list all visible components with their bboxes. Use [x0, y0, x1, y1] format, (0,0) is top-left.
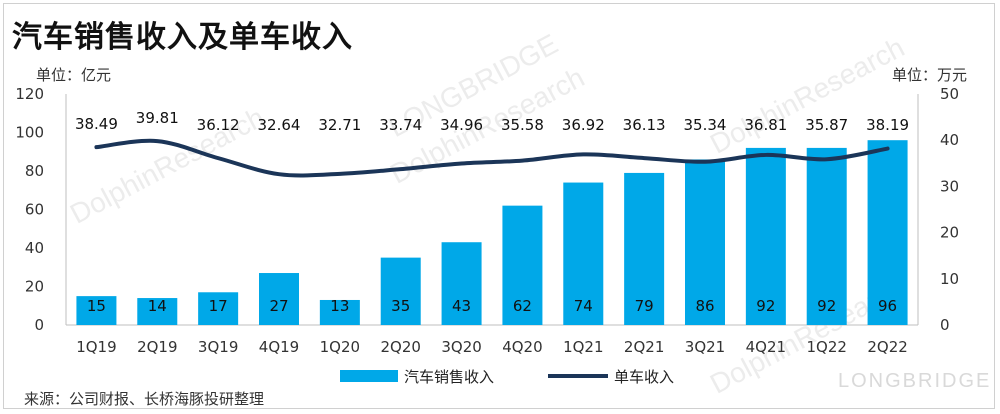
right-y-tick-label: 10 — [940, 270, 959, 288]
chart-frame — [3, 3, 995, 409]
bar-value-label: 96 — [878, 297, 897, 315]
x-tick-label: 3Q19 — [198, 338, 238, 356]
left-y-tick-label: 120 — [15, 85, 44, 103]
x-tick-label: 2Q21 — [624, 338, 664, 356]
left-y-tick-label: 0 — [34, 316, 44, 334]
line-value-label: 36.92 — [562, 116, 605, 134]
line-value-label: 34.96 — [440, 116, 483, 134]
bar-sales-revenue — [806, 147, 847, 325]
bar-sales-revenue — [198, 292, 239, 325]
x-tick-label: 2Q19 — [137, 338, 177, 356]
bar-value-label: 14 — [148, 297, 167, 315]
bar-value-label: 27 — [269, 297, 288, 315]
line-value-label: 33.74 — [379, 116, 422, 134]
bar-value-label: 13 — [330, 297, 349, 315]
bar-sales-revenue — [319, 299, 360, 325]
left-axis-unit-label: 单位：亿元 — [36, 66, 111, 84]
right-y-tick-label: 0 — [940, 316, 950, 334]
bar-value-label: 62 — [513, 297, 532, 315]
bar-sales-revenue — [867, 140, 908, 325]
legend-line-label: 单车收入 — [614, 368, 674, 386]
line-value-label: 38.49 — [75, 115, 118, 133]
x-tick-label: 2Q22 — [867, 338, 907, 356]
x-tick-label: 1Q19 — [76, 338, 116, 356]
x-tick-label: 2Q20 — [380, 338, 420, 356]
x-tick-label: 3Q21 — [685, 338, 725, 356]
bar-sales-revenue — [441, 242, 482, 325]
line-value-label: 36.12 — [197, 116, 240, 134]
bar-sales-revenue — [685, 159, 725, 325]
brand-watermark: LONGBRIDGE — [838, 370, 992, 392]
bar-sales-revenue — [76, 296, 117, 325]
bar-value-label: 92 — [756, 297, 775, 315]
x-tick-label: 1Q20 — [320, 338, 360, 356]
x-tick-label: 4Q19 — [259, 338, 299, 356]
line-value-label: 36.13 — [623, 116, 666, 134]
x-tick-label: 3Q20 — [441, 338, 481, 356]
bar-value-label: 86 — [695, 297, 714, 315]
line-value-label: 35.58 — [501, 116, 544, 134]
line-value-label: 39.81 — [136, 109, 179, 127]
line-value-label: 35.87 — [805, 116, 848, 134]
bar-value-label: 15 — [87, 297, 106, 315]
chart-title: 汽车销售收入及单车收入 — [12, 20, 353, 55]
x-tick-label: 4Q20 — [502, 338, 542, 356]
right-axis-unit-label: 单位：万元 — [892, 66, 967, 84]
legend-bar-label: 汽车销售收入 — [404, 368, 494, 386]
bar-sales-revenue — [502, 205, 543, 325]
line-value-label: 35.34 — [684, 116, 727, 134]
x-tick-label: 1Q22 — [806, 338, 846, 356]
right-y-tick-label: 30 — [940, 177, 959, 195]
bar-value-label: 35 — [391, 297, 410, 315]
legend-bar-swatch — [340, 370, 398, 382]
bar-value-label: 43 — [452, 297, 471, 315]
left-y-tick-label: 60 — [25, 201, 44, 219]
x-tick-label: 4Q21 — [746, 338, 786, 356]
bar-sales-revenue — [745, 147, 786, 325]
line-value-label: 36.81 — [744, 116, 787, 134]
bar-sales-revenue — [563, 182, 604, 325]
line-value-label: 32.71 — [318, 116, 361, 134]
bar-value-label: 92 — [817, 297, 836, 315]
bar-value-label: 74 — [574, 297, 593, 315]
line-value-label: 32.64 — [258, 116, 301, 134]
bar-value-label: 17 — [209, 297, 228, 315]
right-y-tick-label: 20 — [940, 224, 959, 242]
line-per-vehicle-revenue — [94, 138, 890, 178]
bar-sales-revenue — [380, 257, 421, 325]
bar-value-label: 79 — [635, 297, 654, 315]
x-tick-label: 1Q21 — [563, 338, 603, 356]
left-y-tick-label: 100 — [15, 124, 44, 142]
line-value-label: 38.19 — [866, 116, 909, 134]
left-y-tick-label: 80 — [25, 162, 44, 180]
right-y-tick-label: 40 — [940, 131, 959, 149]
source-note: 来源：公司财报、长桥海豚投研整理 — [24, 390, 265, 408]
left-y-tick-label: 40 — [25, 239, 44, 257]
bar-sales-revenue — [259, 273, 299, 325]
bar-sales-revenue — [137, 298, 178, 325]
right-y-tick-label: 50 — [940, 85, 959, 103]
bar-sales-revenue — [624, 172, 665, 325]
left-y-tick-label: 20 — [25, 278, 44, 296]
